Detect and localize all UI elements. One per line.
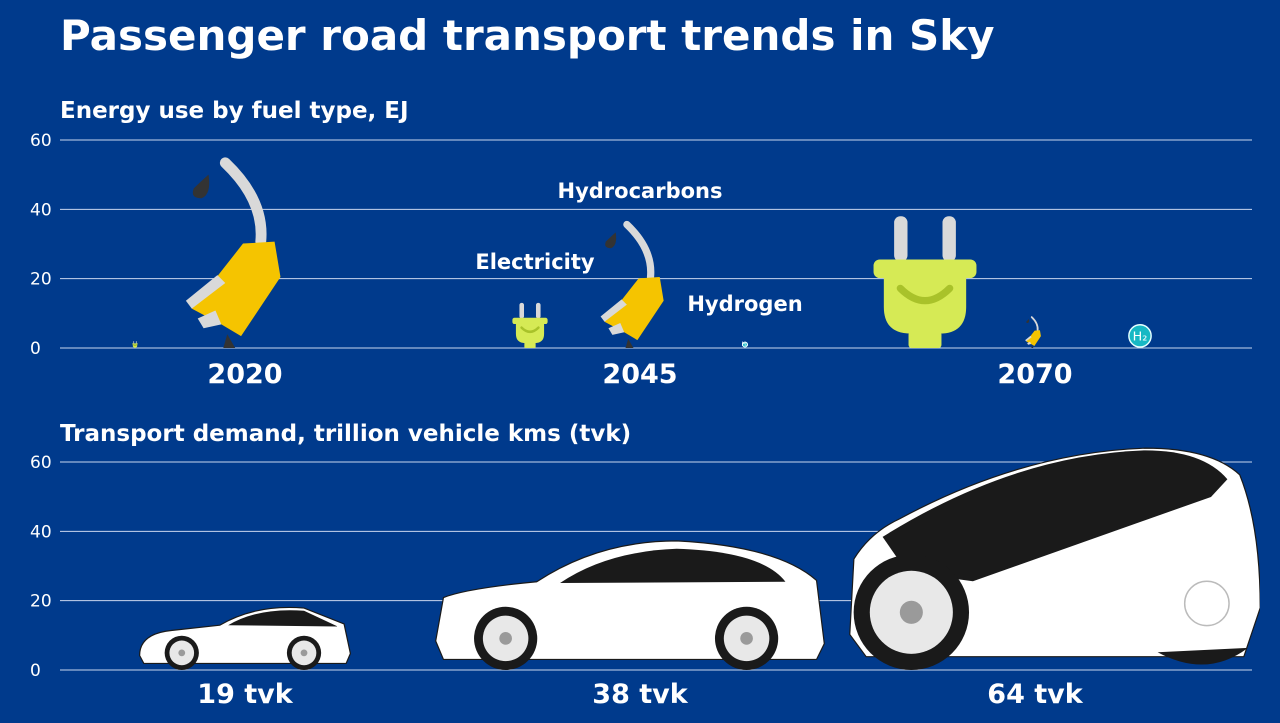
category-label: 19 tvk xyxy=(197,679,293,710)
y-tick-label: 20 xyxy=(30,592,52,612)
energy-chart-y-axis: 0 20 40 60 xyxy=(30,131,52,359)
page-title: Passenger road transport trends in Sky xyxy=(60,11,995,60)
svg-text:H₂: H₂ xyxy=(742,341,750,348)
y-tick-label: 20 xyxy=(30,270,52,290)
y-tick-label: 0 xyxy=(30,339,41,359)
car-icon xyxy=(139,606,352,671)
category-label: 64 tvk xyxy=(987,679,1083,710)
category-label: 2020 xyxy=(207,359,282,390)
demand-chart-y-axis: 0 20 40 60 xyxy=(30,453,52,681)
h2-circle-icon: H₂ xyxy=(742,341,750,348)
category-label: 38 tvk xyxy=(592,679,688,710)
energy-chart-marks: H₂ H₂ xyxy=(132,157,1152,348)
electric-plug-icon xyxy=(512,302,548,348)
annotation-hydrogen: Hydrogen xyxy=(687,292,802,316)
fuel-nozzle-icon xyxy=(600,220,664,348)
h2-circle-icon: H₂ xyxy=(1128,324,1152,348)
electric-plug-icon xyxy=(873,216,977,348)
car-icon xyxy=(435,540,825,670)
annotation-electricity: Electricity xyxy=(475,250,595,274)
energy-chart-title: Energy use by fuel type, EJ xyxy=(60,98,409,124)
y-tick-label: 60 xyxy=(30,131,52,151)
category-label: 2070 xyxy=(997,359,1072,390)
fuel-nozzle-icon xyxy=(1025,316,1041,348)
demand-chart-marks xyxy=(139,447,1260,671)
demand-chart-title: Transport demand, trillion vehicle kms (… xyxy=(60,421,631,447)
y-tick-label: 40 xyxy=(30,200,52,220)
car-icon xyxy=(849,447,1260,670)
energy-chart-x-axis: 2020 2045 2070 xyxy=(207,359,1072,390)
demand-chart-x-axis: 19 tvk 38 tvk 64 tvk xyxy=(197,679,1083,710)
y-tick-label: 60 xyxy=(30,453,52,473)
electric-plug-icon xyxy=(132,341,138,348)
y-tick-label: 0 xyxy=(30,661,41,681)
annotation-hydrocarbons: Hydrocarbons xyxy=(558,179,723,203)
svg-text:H₂: H₂ xyxy=(1133,329,1148,344)
fuel-nozzle-icon xyxy=(185,157,281,348)
y-tick-label: 40 xyxy=(30,522,52,542)
category-label: 2045 xyxy=(602,359,677,390)
